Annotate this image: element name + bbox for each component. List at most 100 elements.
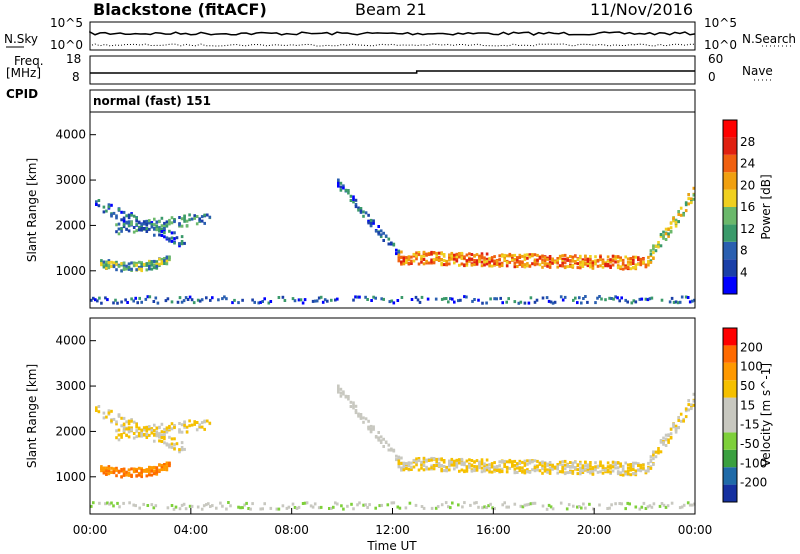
power-cell [168, 256, 171, 260]
velocity-cell [160, 463, 164, 467]
power-cell [682, 213, 685, 217]
power-cell [586, 264, 590, 268]
power-cell [263, 297, 266, 301]
velocity-cell [397, 465, 401, 469]
velocity-cell [402, 465, 406, 469]
power-cell [579, 256, 582, 260]
velocity-cell [473, 465, 476, 468]
power-cell [632, 262, 635, 265]
power-cell [556, 261, 559, 265]
power-cell [581, 258, 585, 262]
velocity-cell [153, 472, 156, 476]
velocity-cell [160, 433, 164, 437]
power-cell [180, 235, 184, 239]
power-cell [572, 298, 575, 302]
velocity-cell [339, 391, 343, 395]
power-cell [513, 257, 517, 261]
velocity-cell [525, 503, 529, 507]
velocity-cell [437, 457, 441, 461]
power-cell [150, 225, 154, 229]
power-cell [606, 255, 610, 259]
velocity-cell [500, 467, 504, 471]
power-cell [374, 229, 378, 233]
velocity-cell [400, 461, 403, 465]
power-cell [667, 228, 670, 231]
power-cell [160, 224, 164, 228]
velocity-cell [488, 470, 491, 474]
power-cell [387, 242, 391, 246]
power-cell [450, 254, 454, 258]
power-cell [563, 253, 567, 257]
power-cell [410, 259, 413, 263]
power-cell [358, 295, 361, 299]
velocity-cell [241, 506, 244, 510]
power-cell [130, 267, 133, 271]
velocity-cell [660, 502, 664, 505]
power-cell [677, 213, 680, 216]
velocity-cell [112, 417, 116, 421]
velocity-cell [127, 419, 131, 423]
velocity-cell [632, 464, 635, 468]
velocity-cell [614, 461, 617, 465]
velocity-cell [148, 433, 151, 437]
power-cell [410, 255, 413, 259]
velocity-cell [518, 466, 522, 470]
velocity-cell [108, 502, 111, 506]
power-cell [134, 296, 137, 300]
velocity-cell [97, 410, 101, 414]
power-cell [105, 260, 108, 264]
velocity-cell [115, 466, 118, 470]
power-cell [377, 225, 380, 228]
mhz-label: [MHz] [6, 66, 42, 80]
velocity-cell [647, 469, 650, 473]
velocity-cell [107, 465, 111, 469]
velocity-cell [158, 433, 161, 437]
velocity-cell [561, 463, 564, 467]
power-cell [584, 254, 587, 258]
velocity-cell [337, 390, 340, 394]
velocity-cell [604, 468, 607, 472]
velocity-cell [140, 475, 143, 479]
power-cell [122, 266, 126, 270]
power-cell [400, 262, 403, 266]
power-cell [581, 263, 585, 267]
power-cell [649, 249, 653, 253]
velocity-cell [435, 464, 438, 467]
velocity-cell [533, 469, 537, 473]
power-cell [616, 296, 619, 300]
power-cell [217, 298, 220, 302]
sky-hi-label: 10^5 [50, 16, 83, 30]
power-cell [478, 260, 481, 264]
power-cell [145, 230, 149, 233]
power-cell [267, 301, 271, 305]
velocity-cell [531, 460, 534, 464]
power-cell [478, 257, 481, 261]
power-cell [619, 267, 622, 271]
velocity-cell [190, 423, 194, 427]
velocity-cell [354, 409, 358, 412]
nsky-label: N.Sky [4, 32, 39, 46]
power-cell [440, 263, 443, 267]
power-cell [407, 261, 411, 265]
power-cell [195, 215, 199, 218]
power-cell [132, 261, 136, 265]
velocity-colorbar-tick-label: 50 [740, 379, 755, 393]
power-cell [158, 227, 161, 231]
velocity-cell [664, 444, 668, 447]
power-cell [548, 257, 552, 261]
power-cell [669, 230, 673, 234]
power-cell [165, 262, 169, 266]
power-cell [533, 263, 537, 267]
velocity-cell [473, 469, 476, 473]
power-cell [495, 259, 499, 263]
power-cell [619, 256, 622, 260]
power-cell [460, 251, 464, 255]
velocity-cell [432, 457, 436, 460]
power-cell [652, 251, 655, 255]
velocity-cell [565, 507, 569, 511]
velocity-cell [117, 428, 121, 432]
power-cell [448, 253, 451, 257]
power-cell [523, 265, 527, 269]
velocity-cell [594, 468, 597, 472]
power-cell [241, 298, 244, 302]
